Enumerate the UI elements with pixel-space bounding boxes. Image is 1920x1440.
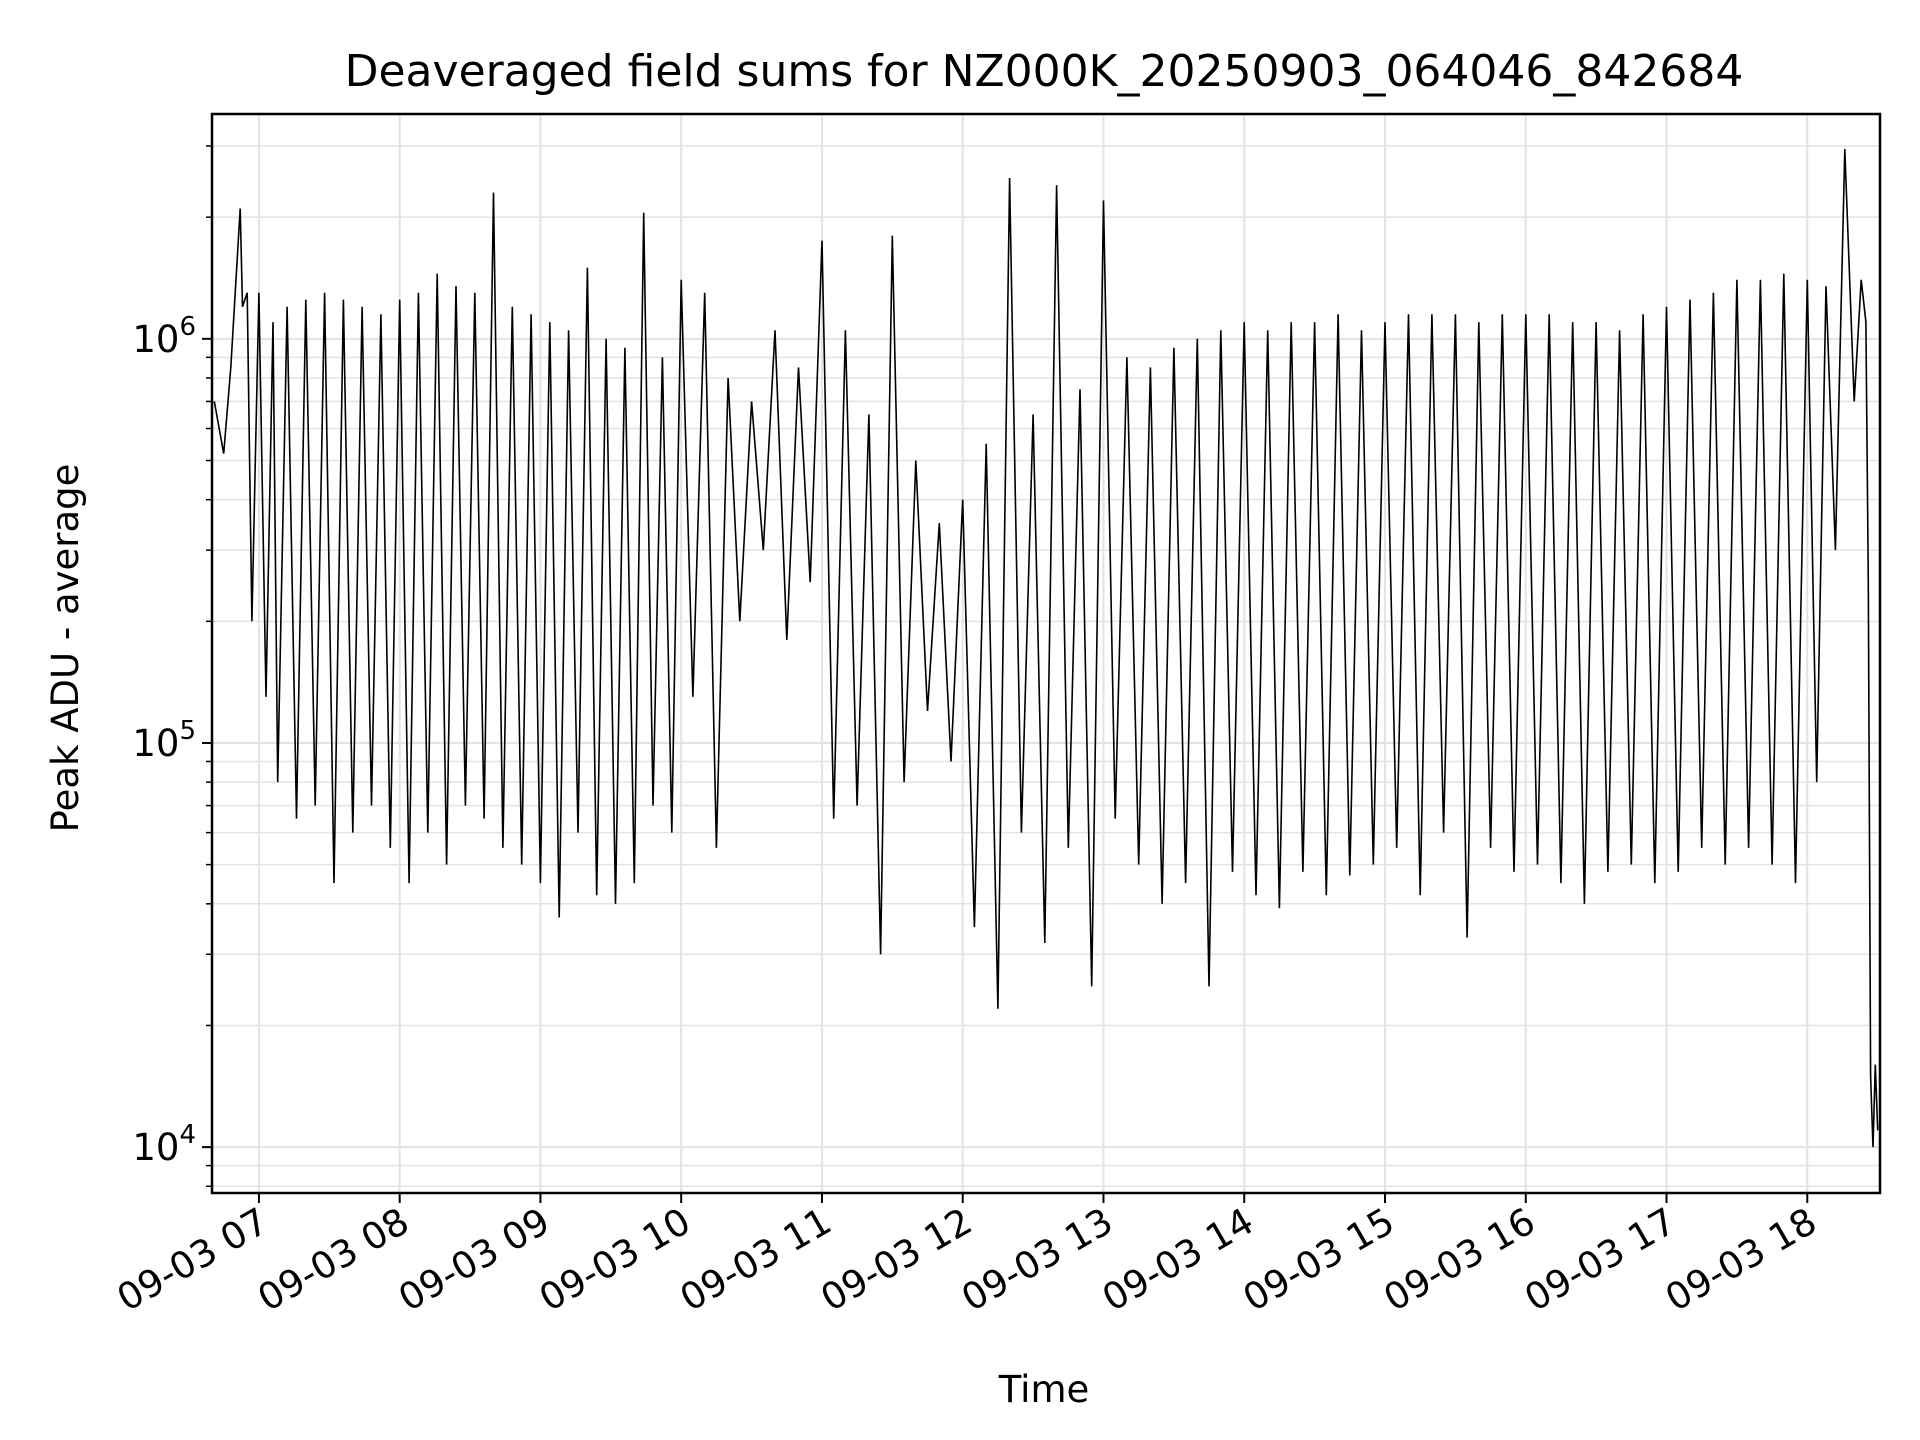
- series-line: [213, 148, 1879, 1148]
- data-series: [213, 148, 1879, 1148]
- chart-title: Deaveraged field sums for NZ000K_2025090…: [345, 46, 1744, 97]
- y-tick-label: 105: [132, 716, 196, 765]
- y-tick-label: 104: [132, 1120, 196, 1169]
- grid: [212, 114, 1880, 1193]
- plot-frame: [210, 112, 1882, 1195]
- x-axis-label: Time: [998, 1368, 1090, 1411]
- y-axis-label: Peak ADU - average: [44, 464, 87, 833]
- y-tick-label: 106: [132, 312, 196, 361]
